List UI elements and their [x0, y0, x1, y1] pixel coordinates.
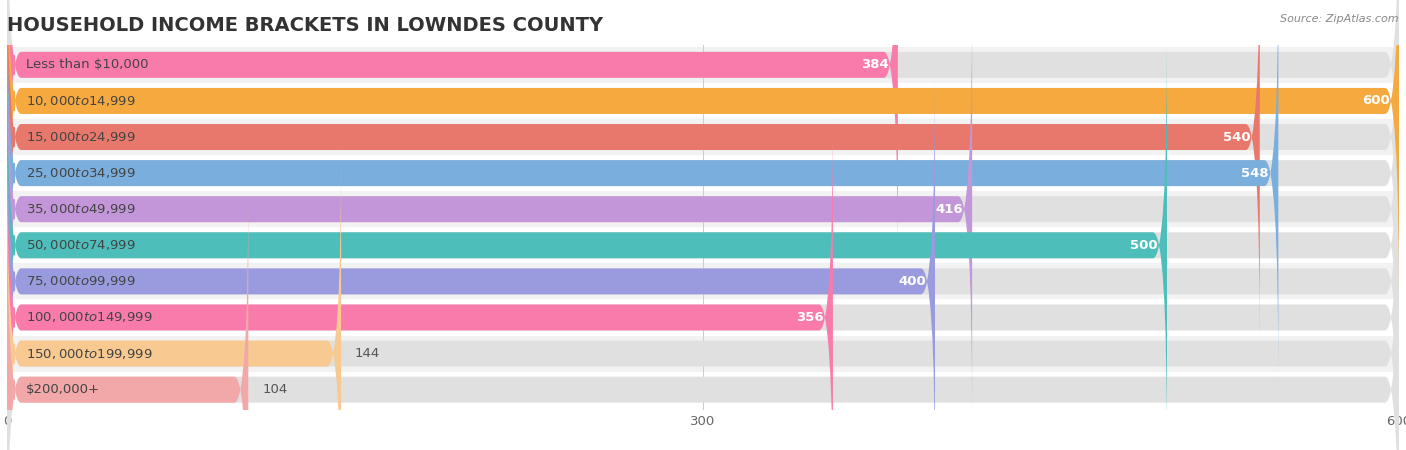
Text: 144: 144: [354, 347, 380, 360]
FancyBboxPatch shape: [7, 78, 1399, 450]
Text: HOUSEHOLD INCOME BRACKETS IN LOWNDES COUNTY: HOUSEHOLD INCOME BRACKETS IN LOWNDES COU…: [7, 16, 603, 35]
FancyBboxPatch shape: [7, 191, 1399, 227]
Text: 540: 540: [1223, 130, 1250, 144]
Text: $35,000 to $49,999: $35,000 to $49,999: [25, 202, 135, 216]
Text: $200,000+: $200,000+: [25, 383, 100, 396]
FancyBboxPatch shape: [7, 119, 1399, 155]
Text: $25,000 to $34,999: $25,000 to $34,999: [25, 166, 135, 180]
Text: $10,000 to $14,999: $10,000 to $14,999: [25, 94, 135, 108]
FancyBboxPatch shape: [7, 114, 832, 450]
FancyBboxPatch shape: [7, 299, 1399, 336]
FancyBboxPatch shape: [7, 372, 1399, 408]
FancyBboxPatch shape: [7, 0, 1399, 268]
FancyBboxPatch shape: [7, 0, 1399, 377]
Text: 548: 548: [1241, 166, 1270, 180]
FancyBboxPatch shape: [7, 78, 935, 450]
FancyBboxPatch shape: [7, 0, 1399, 305]
FancyBboxPatch shape: [7, 336, 1399, 372]
Text: 356: 356: [796, 311, 824, 324]
FancyBboxPatch shape: [7, 227, 1399, 263]
Text: $75,000 to $99,999: $75,000 to $99,999: [25, 274, 135, 288]
FancyBboxPatch shape: [7, 114, 1399, 450]
FancyBboxPatch shape: [7, 0, 1399, 305]
FancyBboxPatch shape: [7, 47, 1399, 83]
FancyBboxPatch shape: [7, 0, 1260, 341]
FancyBboxPatch shape: [7, 42, 1399, 449]
Text: Less than $10,000: Less than $10,000: [25, 58, 148, 72]
FancyBboxPatch shape: [7, 150, 1399, 450]
FancyBboxPatch shape: [7, 42, 1167, 449]
FancyBboxPatch shape: [7, 0, 1399, 341]
FancyBboxPatch shape: [7, 6, 972, 413]
FancyBboxPatch shape: [7, 150, 342, 450]
Text: Source: ZipAtlas.com: Source: ZipAtlas.com: [1281, 14, 1399, 23]
Text: $100,000 to $149,999: $100,000 to $149,999: [25, 310, 152, 324]
FancyBboxPatch shape: [7, 155, 1399, 191]
FancyBboxPatch shape: [7, 6, 1399, 413]
FancyBboxPatch shape: [7, 186, 249, 450]
FancyBboxPatch shape: [7, 0, 898, 268]
Text: $50,000 to $74,999: $50,000 to $74,999: [25, 238, 135, 252]
FancyBboxPatch shape: [7, 263, 1399, 299]
Text: 500: 500: [1130, 239, 1157, 252]
Text: 600: 600: [1362, 94, 1389, 108]
Text: $15,000 to $24,999: $15,000 to $24,999: [25, 130, 135, 144]
Text: 400: 400: [898, 275, 925, 288]
FancyBboxPatch shape: [7, 0, 1278, 377]
Text: 384: 384: [860, 58, 889, 72]
FancyBboxPatch shape: [7, 83, 1399, 119]
FancyBboxPatch shape: [7, 186, 1399, 450]
Text: 104: 104: [262, 383, 287, 396]
Text: 416: 416: [935, 202, 963, 216]
Text: $150,000 to $199,999: $150,000 to $199,999: [25, 346, 152, 360]
